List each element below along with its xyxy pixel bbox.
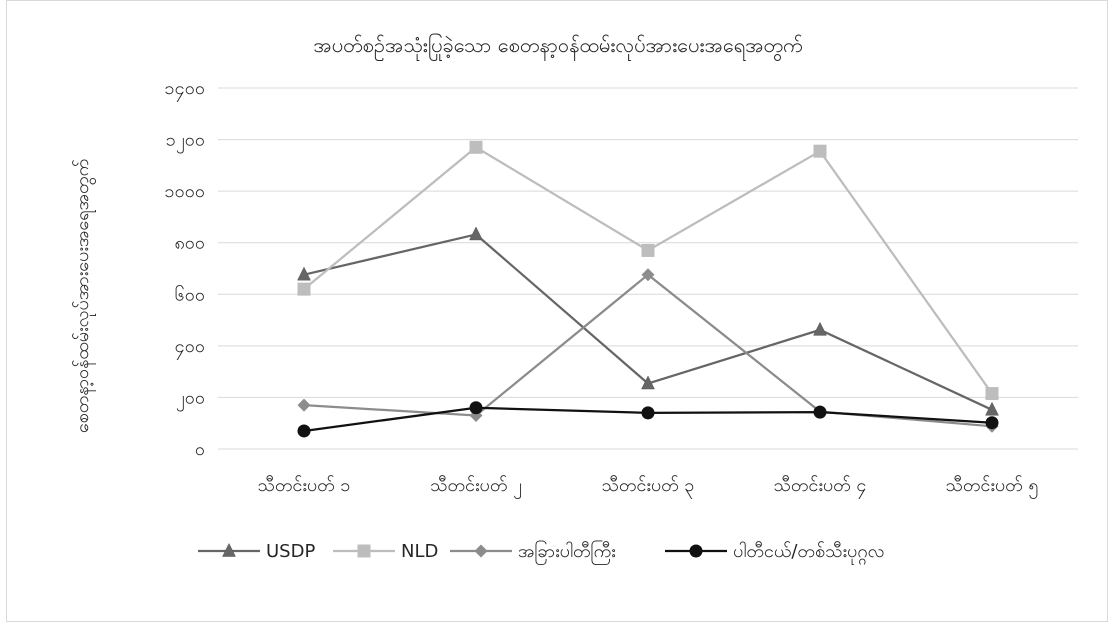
- data-point: [469, 226, 483, 241]
- series-1: [297, 140, 999, 401]
- data-point: [297, 282, 311, 296]
- y-tick-label: ၆၀၀: [175, 284, 205, 305]
- data-point: [985, 387, 999, 401]
- x-tick-label: သီတင်းပတ် ၅: [945, 475, 1038, 499]
- data-point: [641, 243, 655, 257]
- y-tick-label: ၁၂၀၀: [166, 130, 205, 154]
- legend-item: အခြားပါတီကြီး: [450, 540, 616, 565]
- legend-label: NLD: [401, 541, 438, 562]
- x-tick-label: သီတင်းပတ် ၃: [601, 475, 694, 499]
- x-tick-label: သီတင်းပတ် ၂: [430, 475, 522, 499]
- series-lines: [297, 140, 999, 438]
- series-0: [297, 226, 999, 416]
- legend-label: ပါတီငယ်/တစ်သီးပုဂ္ဂလ: [733, 541, 884, 565]
- data-point: [469, 401, 483, 415]
- y-tick-labels: ၀ ၂၀၀ ၄၀၀ ၆၀၀ ၈၀၀ ၁၀၀၀ ၁၂၀၀ ၁၄၀၀: [165, 78, 206, 460]
- data-point: [469, 140, 483, 154]
- x-tick-labels: သီတင်းပတ် ၁ သီတင်းပတ် ၂ သီတင်းပတ် ၃ သီတင်းပ…: [257, 475, 1038, 499]
- legend: USDP NLD အခြားပါတီကြီး ပါတီငယ်/တစ်သီးပုဂ္ဂလ: [198, 540, 884, 565]
- data-point: [813, 144, 827, 158]
- data-point: [297, 398, 311, 412]
- y-tick-label: ၁၄၀၀: [165, 78, 206, 102]
- y-tick-label: ၄၀၀: [175, 336, 205, 360]
- legend-marker: [222, 542, 236, 557]
- legend-label: USDP: [266, 541, 315, 562]
- legend-marker: [689, 544, 703, 558]
- legend-item: ပါတီငယ်/တစ်သီးပုဂ္ဂလ: [665, 541, 884, 565]
- y-tick-label: ၁၀၀၀: [165, 181, 206, 202]
- y-tick-label: ၈၀၀: [174, 233, 205, 254]
- data-point: [297, 266, 311, 281]
- data-point: [641, 268, 655, 282]
- data-point: [813, 405, 827, 419]
- legend-label: အခြားပါတီကြီး: [518, 540, 616, 565]
- y-tick-label: ၀: [195, 439, 205, 460]
- chart-frame: [6, 0, 1108, 622]
- data-point: [813, 321, 827, 336]
- data-point: [985, 416, 999, 430]
- series-3: [297, 401, 999, 438]
- legend-item: NLD: [333, 541, 438, 562]
- legend-marker: [357, 544, 371, 558]
- data-point: [985, 401, 999, 416]
- data-point: [641, 406, 655, 420]
- y-axis-label: စေတနာ့ဝန်ထမ်းလုပ်အားပေးအရေအတွက်: [72, 159, 96, 433]
- legend-item: USDP: [198, 541, 315, 562]
- data-point: [641, 375, 655, 390]
- chart-title: အပတ်စဉ်အသုံးပြုခဲ့သော စေတနာ့ဝန်ထမ်းလုပ်အ…: [313, 33, 802, 61]
- x-tick-label: သီတင်းပတ် ၄: [773, 475, 866, 499]
- x-tick-label: သီတင်းပတ် ၁: [257, 475, 350, 496]
- series-line: [303, 273, 993, 428]
- legend-marker: [474, 544, 488, 558]
- y-tick-label: ၂၀၀: [176, 387, 205, 411]
- data-point: [297, 424, 311, 438]
